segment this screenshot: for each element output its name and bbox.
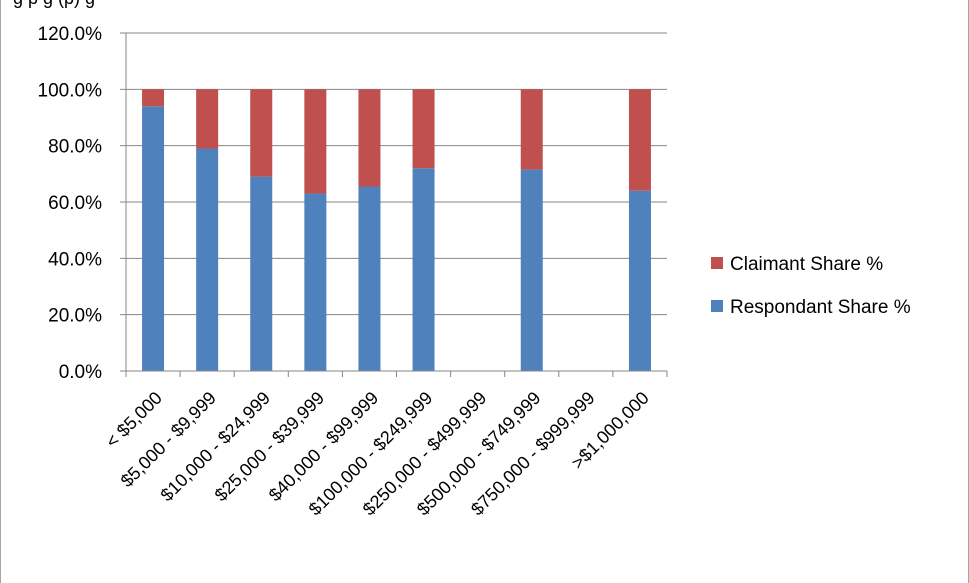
bar-claimant-share xyxy=(196,89,219,149)
clipped-title-text: g p g xyxy=(13,0,95,9)
bar-claimant-share xyxy=(628,89,651,191)
bar-claimant-share xyxy=(250,89,273,177)
bar-respondant-share xyxy=(520,169,543,371)
x-axis: < $5,000$5,000 - $9,999$10,000 - $24,999… xyxy=(102,370,668,519)
y-axis: 0.0% 20.0% 40.0% 60.0% 80.0% 100.0% 120.0% xyxy=(38,24,127,383)
y-tick-label: 40.0% xyxy=(48,249,102,270)
bar-respondant-share xyxy=(142,106,165,371)
y-tick-label: 120.0% xyxy=(38,24,103,45)
legend-swatch xyxy=(711,300,723,312)
y-tick-label: 60.0% xyxy=(48,193,102,214)
bar-respondant-share xyxy=(304,193,327,371)
bar-respondant-share xyxy=(250,176,273,371)
y-tick-label: 80.0% xyxy=(48,137,102,158)
bar-claimant-share xyxy=(358,89,381,187)
x-category-label: $5,000 - $9,999 xyxy=(117,388,220,491)
legend-label: Respondant Share % xyxy=(730,297,911,318)
bars xyxy=(142,89,651,371)
bar-respondant-share xyxy=(358,186,381,371)
y-tick-label: 0.0% xyxy=(59,362,102,383)
bar-claimant-share xyxy=(304,89,327,194)
legend: Claimant Share % Respondant Share % xyxy=(711,254,911,318)
bar-claimant-share xyxy=(142,89,165,107)
bar-respondant-share xyxy=(196,148,219,371)
legend-swatch xyxy=(711,257,723,269)
y-tick-label: 100.0% xyxy=(38,80,103,101)
bar-claimant-share xyxy=(412,89,435,169)
y-tick-label: 20.0% xyxy=(48,306,102,327)
bar-claimant-share xyxy=(520,89,543,170)
bar-respondant-share xyxy=(412,168,435,371)
bar-respondant-share xyxy=(628,190,651,371)
legend-label: Claimant Share % xyxy=(730,254,883,275)
